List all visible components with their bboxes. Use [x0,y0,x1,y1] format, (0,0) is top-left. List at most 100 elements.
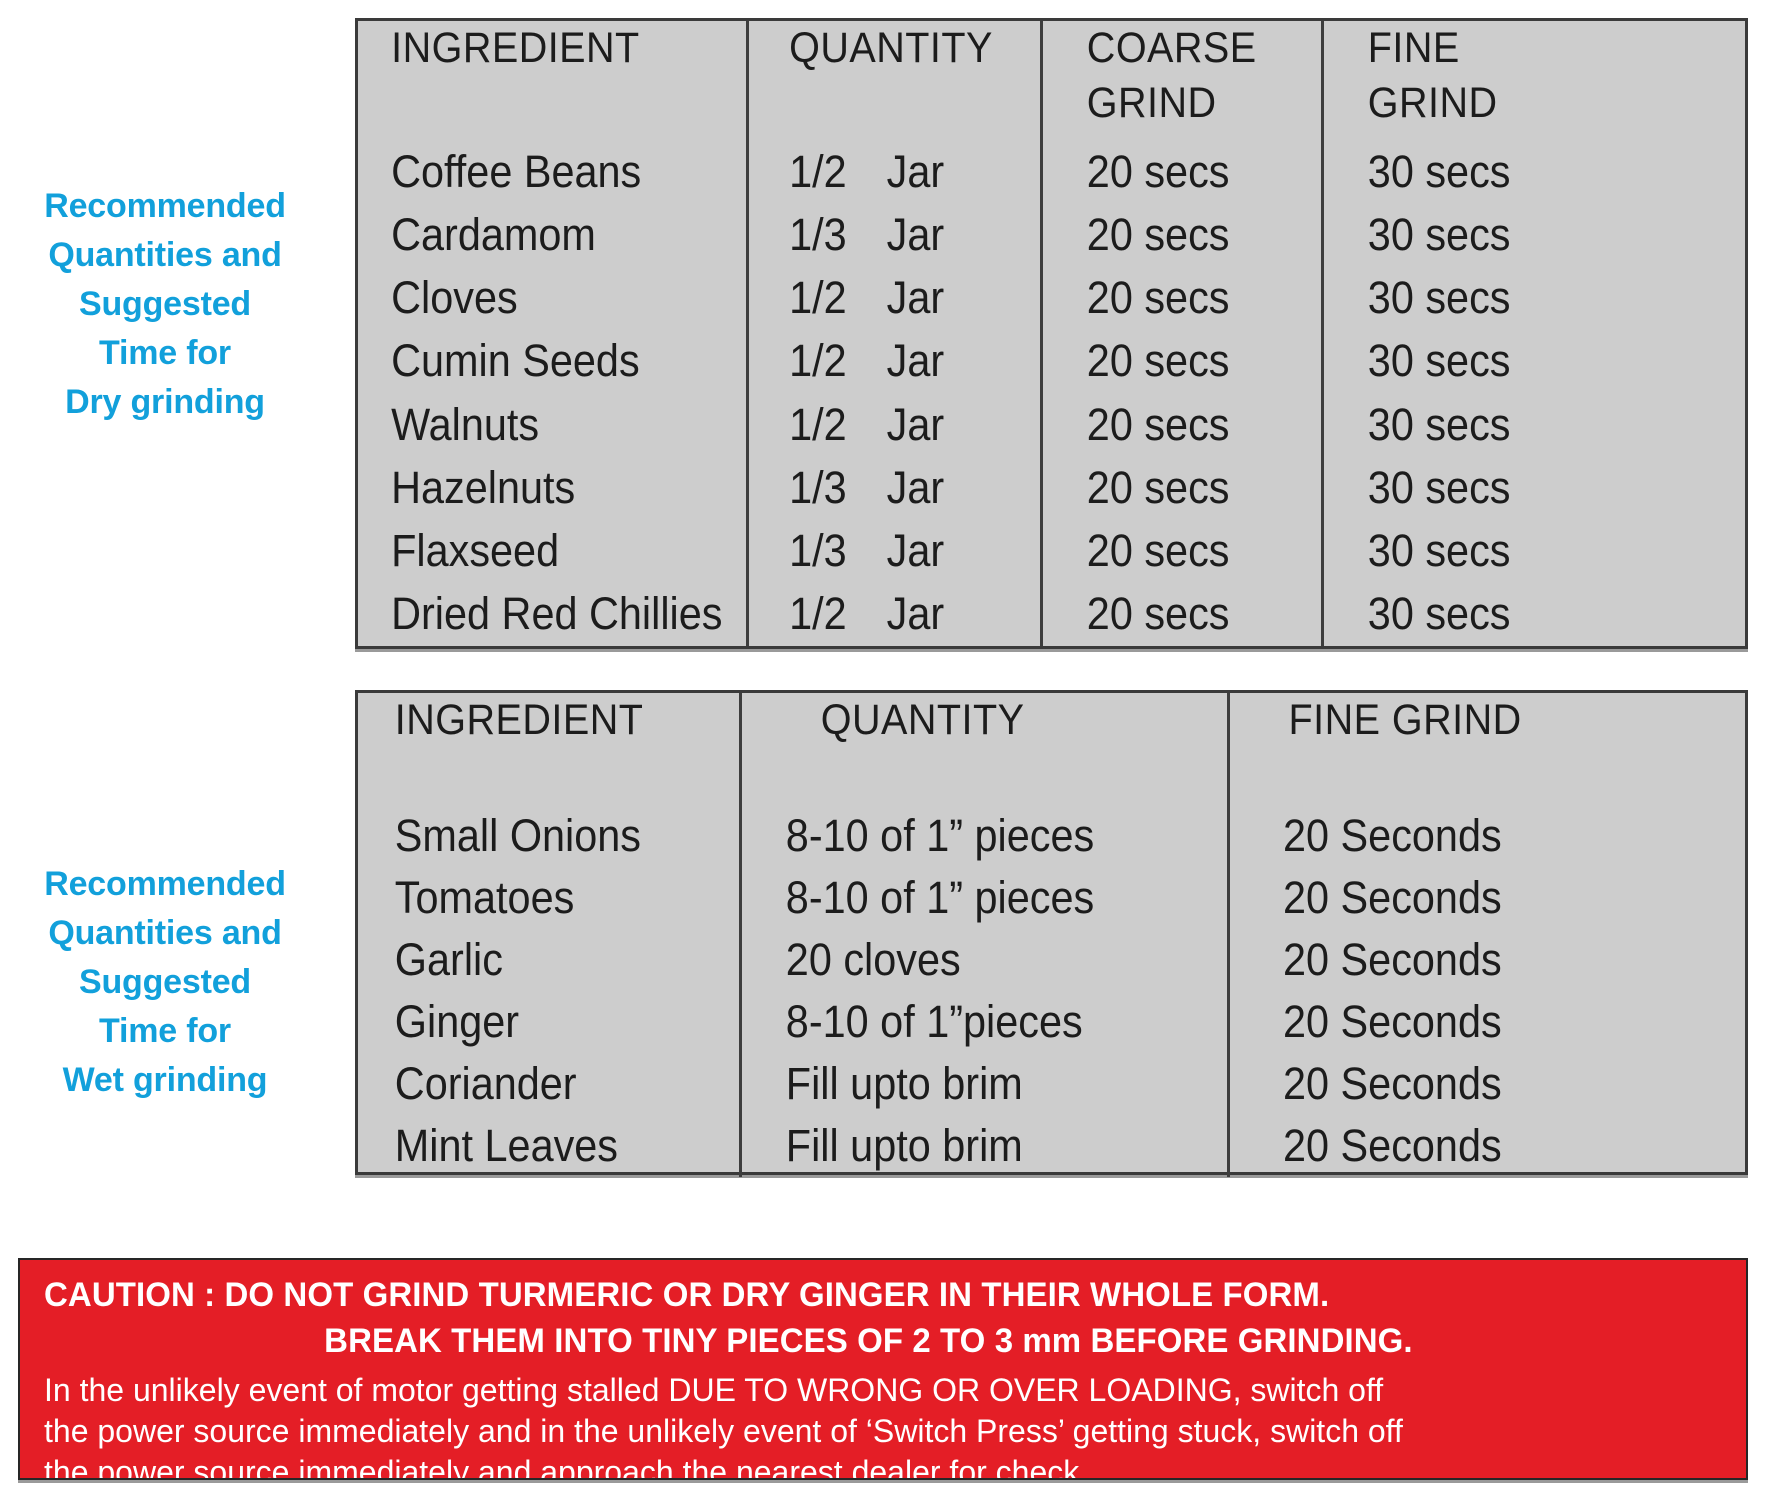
table-row: Mint Leaves Fill upto brim 20 Seconds [358,1115,1745,1177]
cell-ingredient: Hazelnuts [358,457,740,520]
cell-coarse-grind: 20 secs [1050,330,1315,393]
cell-coarse-grind-text: 20 secs [1086,209,1230,261]
column-divider [740,330,756,394]
column-divider [1221,805,1237,867]
column-divider [733,867,749,929]
wet-caption-line-1: Recommended [44,865,286,903]
cell-coarse-grind: 20 secs [1050,457,1315,520]
cell-quantity-unit: Jar [886,587,945,639]
cell-ingredient: Cloves [358,267,740,330]
cell-quantity-unit: Jar [886,461,945,513]
dry-caption-line-1: Recommended [44,187,286,225]
cell-ingredient-text: Walnuts [391,398,540,450]
table-row: Small Onions 8-10 of 1” pieces 20 Seconds [358,805,1745,867]
cell-quantity-wrap: 1/2 Jar [756,267,1012,328]
cell-quantity-text: Fill upto brim [785,1058,1023,1109]
cell-fine-grind: 30 secs [1331,457,1745,520]
cell-ingredient: Small Onions [358,805,733,867]
cell-fine-grind: 30 secs [1331,394,1745,457]
cell-ingredient: Walnuts [358,394,740,457]
column-divider [740,267,756,331]
column-divider [740,204,756,268]
dry-table-header-row: INGREDIENT QUANTITY COARSE GRIND FINE GR… [358,21,1745,141]
column-divider [733,1053,749,1115]
cell-quantity-amount: 1/3 [789,461,847,513]
cell-ingredient: Garlic [358,929,733,991]
caution-banner: CAUTION : DO NOT GRIND TURMERIC OR DRY G… [18,1258,1748,1480]
cell-fine-grind-text: 30 secs [1367,587,1511,639]
cell-ingredient-text: Mint Leaves [394,1120,619,1171]
cell-quantity-unit: Jar [886,524,945,576]
cell-ingredient-text: Cumin Seeds [391,335,640,387]
cell-ingredient: Ginger [358,991,733,1053]
cell-fine-grind-text: 30 secs [1367,398,1511,450]
cell-quantity-text: Fill upto brim [785,1120,1023,1171]
cell-quantity: 1/2 Jar [756,267,1034,330]
cell-fine-grind: 20 Seconds [1237,929,1745,991]
cell-fine-grind-text: 30 secs [1367,209,1511,261]
cell-coarse-grind-text: 20 secs [1086,335,1230,387]
column-divider [1034,204,1050,268]
cell-quantity-wrap: 1/2 Jar [756,141,1012,202]
cell-coarse-grind-text: 20 secs [1086,146,1230,197]
column-divider [1315,519,1331,583]
column-divider [733,929,749,991]
dry-grinding-table-panel: INGREDIENT QUANTITY COARSE GRIND FINE GR… [355,18,1748,649]
cell-quantity-amount: 1/2 [789,335,847,387]
dry-header-coarse-grind: COARSE GRIND [1086,24,1257,127]
cell-quantity-amount: 1/2 [789,398,847,450]
column-divider [1221,693,1237,805]
wet-header-quantity: QUANTITY [820,696,1025,744]
table-row: Garlic 20 cloves 20 Seconds [358,929,1745,991]
cell-ingredient: Coriander [358,1053,733,1115]
cell-ingredient-text: Flaxseed [391,524,560,576]
cell-quantity-unit: Jar [886,398,945,450]
cell-ingredient-text: Coffee Beans [391,146,642,197]
column-divider [1315,330,1331,394]
cell-quantity: 8-10 of 1”pieces [749,991,1221,1053]
cell-coarse-grind-text: 20 secs [1086,461,1230,513]
cell-fine-grind-text: 20 Seconds [1283,1120,1502,1171]
cell-fine-grind: 30 secs [1331,330,1745,393]
column-divider [733,991,749,1053]
cell-fine-grind: 20 Seconds [1237,867,1745,929]
cell-ingredient-text: Garlic [394,934,503,985]
cell-quantity: 8-10 of 1” pieces [749,867,1221,929]
cell-quantity-wrap: 1/2 Jar [756,330,1012,391]
wet-grinding-caption: Recommended Quantities and Suggested Tim… [0,860,330,1105]
cell-fine-grind: 20 Seconds [1237,1115,1745,1177]
cell-fine-grind: 20 Seconds [1237,805,1745,867]
dry-caption-line-3: Suggested [78,285,251,323]
wet-caption-line-5: Wet grinding [62,1061,268,1099]
cell-quantity: 1/3 Jar [756,204,1034,267]
cell-fine-grind: 30 secs [1331,204,1745,267]
wet-header-ingredient: INGREDIENT [394,696,644,744]
cell-fine-grind-text: 20 Seconds [1283,1058,1502,1109]
wet-grinding-table: INGREDIENT QUANTITY FINE GRIND Small Oni… [358,693,1745,1177]
cell-ingredient: Dried Red Chillies [358,583,740,646]
table-row: Cumin Seeds 1/2 Jar 20 secs 30 secs [358,330,1745,394]
cell-fine-grind-text: 20 Seconds [1283,810,1502,861]
cell-coarse-grind-text: 20 secs [1086,587,1230,639]
column-divider [740,519,756,583]
cell-fine-grind: 30 secs [1331,141,1745,204]
column-divider [1221,1115,1237,1177]
column-divider [1315,21,1331,141]
table-row: Walnuts 1/2 Jar 20 secs 30 secs [358,393,1745,457]
cell-quantity-text: 8-10 of 1”pieces [785,996,1083,1047]
caution-body-line-3: the power source immediately and approac… [44,1454,1089,1480]
cell-fine-grind-text: 30 secs [1367,524,1511,576]
cell-ingredient: Flaxseed [358,520,740,583]
wet-header-fine-grind: FINE GRIND [1288,696,1522,744]
column-divider [1315,204,1331,268]
column-divider [740,582,756,646]
column-divider [733,805,749,867]
cell-fine-grind-text: 30 secs [1367,272,1511,324]
wet-grinding-table-panel: INGREDIENT QUANTITY FINE GRIND Small Oni… [355,690,1748,1177]
cell-quantity-amount: 1/2 [789,146,847,197]
cell-fine-grind-text: 30 secs [1367,146,1511,197]
column-divider [740,393,756,457]
cell-fine-grind: 20 Seconds [1237,991,1745,1053]
dry-caption-line-2: Quantities and [48,236,282,274]
dry-grinding-table: INGREDIENT QUANTITY COARSE GRIND FINE GR… [358,21,1745,646]
